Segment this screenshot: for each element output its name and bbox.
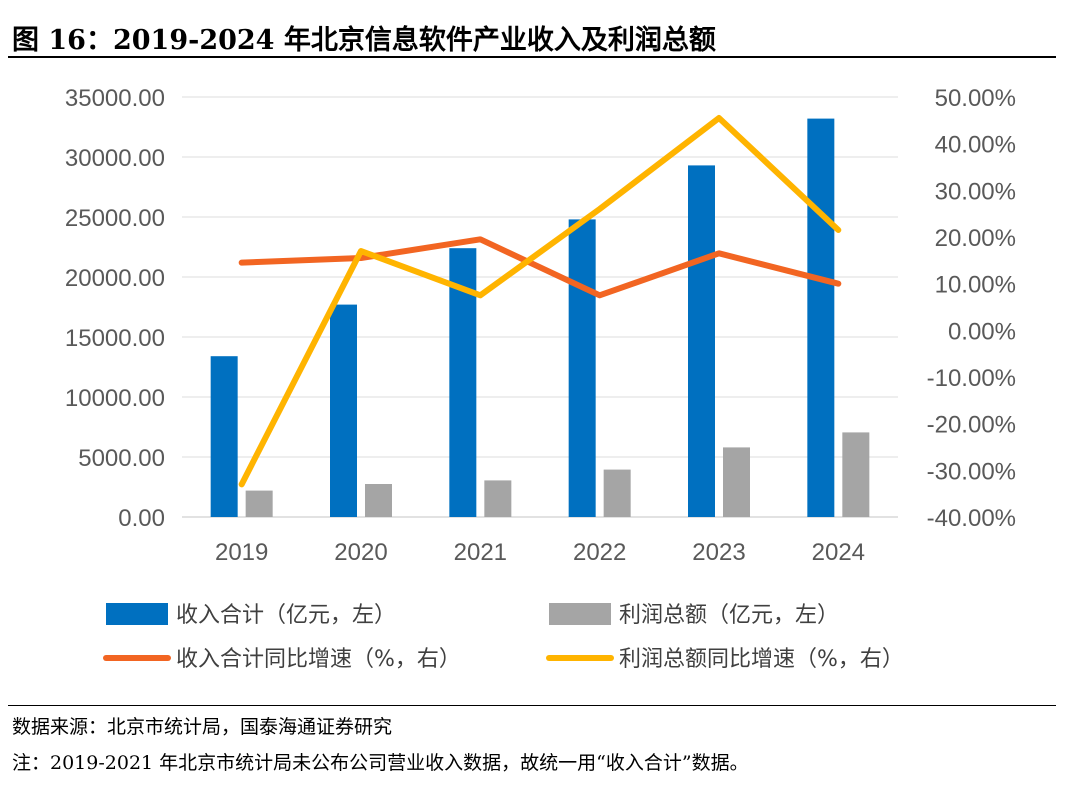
x-axis-tick: 2022 — [573, 539, 626, 566]
right-axis-tick: 0.00% — [948, 318, 1016, 345]
revenue-bar — [210, 356, 238, 517]
right-axis-tick: -20.00% — [927, 412, 1016, 439]
right-axis-tick: -10.00% — [927, 365, 1016, 392]
footnote: 注：2019-2021 年北京市统计局未公布公司营业收入数据，故统一用“收入合计… — [12, 752, 749, 774]
x-axis-tick: 2023 — [692, 539, 745, 566]
bars — [210, 118, 870, 517]
x-axis-tick: 2020 — [334, 539, 387, 566]
revenue-bar — [807, 118, 835, 517]
profit-bar — [842, 432, 870, 517]
revenue-bar — [568, 219, 596, 517]
profit-bar — [245, 490, 273, 517]
legend: 收入合计（亿元，左） 利润总额（亿元，左） 收入合计同比增速（%，右） 利润总额同比增… — [103, 603, 904, 672]
left-axis-tick: 15000.00 — [65, 325, 165, 352]
left-axis-tick: 0.00 — [118, 505, 165, 532]
left-axis-tick: 20000.00 — [65, 265, 165, 292]
right-axis-tick: 10.00% — [935, 272, 1016, 299]
profit-bar — [723, 447, 750, 517]
source-rule — [8, 705, 1056, 706]
legend-swatch-bar — [549, 603, 611, 625]
x-axis-tick: 2019 — [215, 539, 268, 566]
legend-label: 利润总额（亿元，左） — [619, 603, 839, 628]
chart: 0.00 5000.00 10000.00 15000.00 20000.00 25000… — [65, 85, 1016, 672]
revenue-growth-line — [238, 236, 842, 299]
right-axis-tick: 30.00% — [935, 178, 1016, 205]
title-rule — [8, 56, 1056, 58]
left-axis-tick: 5000.00 — [78, 445, 165, 472]
right-axis-tick: 20.00% — [935, 225, 1016, 252]
x-axis-tick: 2021 — [454, 539, 507, 566]
profit-bar — [484, 480, 512, 517]
lines — [238, 115, 842, 488]
x-axis-ticks: 2019 2020 2021 2022 2023 2024 — [215, 539, 865, 566]
left-axis-tick: 35000.00 — [65, 85, 165, 112]
left-axis-tick: 30000.00 — [65, 145, 165, 172]
legend-label: 收入合计（亿元，左） — [176, 603, 396, 628]
legend-label: 收入合计同比增速（%，右） — [176, 647, 461, 672]
left-axis-tick: 10000.00 — [65, 385, 165, 412]
legend-swatch-bar — [106, 603, 168, 625]
left-axis-tick: 25000.00 — [65, 205, 165, 232]
right-axis-tick: -40.00% — [927, 505, 1016, 532]
right-axis-tick: 50.00% — [935, 85, 1016, 112]
right-axis-tick: 40.00% — [935, 132, 1016, 159]
x-axis-tick: 2024 — [812, 539, 865, 566]
gridlines — [182, 96, 898, 518]
revenue-bar — [688, 165, 715, 517]
legend-label: 利润总额同比增速（%，右） — [619, 647, 904, 672]
revenue-bar — [330, 304, 357, 517]
profit-growth-line — [238, 115, 842, 488]
figure-title: 图 16：2019-2024 年北京信息软件产业收入及利润总额 — [12, 25, 716, 56]
source-note: 数据来源：北京市统计局，国泰海通证券研究 — [12, 716, 393, 738]
right-axis-ticks: -40.00% -30.00% -20.00% -10.00% 0.00% 10.00% 2… — [927, 85, 1016, 532]
profit-bar — [603, 469, 631, 517]
right-axis-tick: -30.00% — [927, 458, 1016, 485]
left-axis-ticks: 0.00 5000.00 10000.00 15000.00 20000.00 25000… — [65, 85, 165, 532]
profit-bar — [365, 484, 392, 517]
